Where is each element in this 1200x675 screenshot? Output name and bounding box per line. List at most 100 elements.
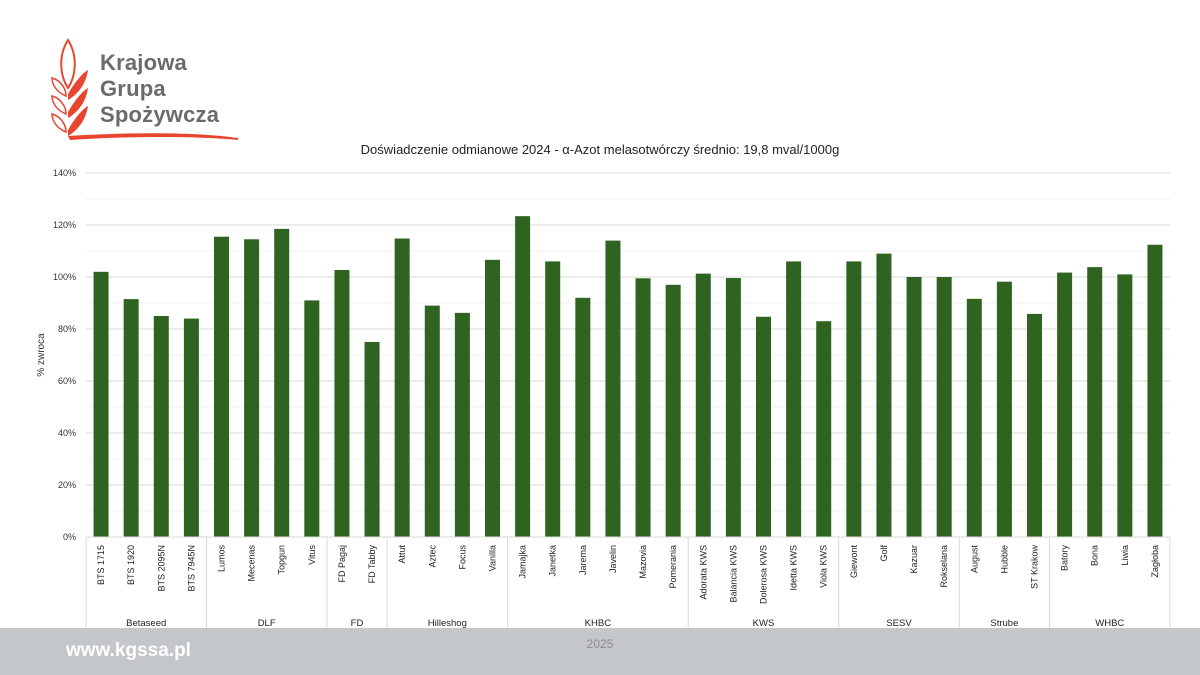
x-tick-label: August	[969, 545, 979, 574]
bar	[304, 300, 320, 537]
x-tick-label: Dolerosa KWS	[759, 545, 769, 604]
bar	[214, 236, 229, 537]
x-tick-label: Batory	[1060, 545, 1070, 572]
bar	[1117, 274, 1133, 537]
group-label: WHBC	[1095, 618, 1124, 628]
bar	[635, 278, 651, 537]
y-tick-label: 40%	[58, 428, 76, 438]
bar	[786, 261, 802, 537]
x-tick-label: Zagłoba	[1150, 545, 1160, 578]
x-tick-label: Giewont	[849, 545, 859, 579]
bar	[1057, 272, 1073, 537]
x-tick-label: Mazovia	[638, 545, 648, 579]
bar	[334, 269, 350, 537]
wheat-logo-icon	[51, 38, 238, 140]
group-label: KWS	[753, 618, 775, 628]
bar-chart: Doświadczenie odmianowe 2024 - α-Azot me…	[36, 142, 1171, 628]
chart-title: Doświadczenie odmianowe 2024 - α-Azot me…	[361, 142, 840, 157]
bar	[725, 278, 741, 537]
logo-line1: Krajowa	[100, 50, 187, 75]
x-tick-label: Janetka	[548, 545, 558, 577]
bar	[545, 261, 561, 537]
footer: www.kgssa.pl 2025	[0, 628, 1200, 675]
y-tick-label: 20%	[58, 480, 76, 490]
x-tick-label: BTS 1920	[126, 545, 136, 585]
bar	[936, 277, 952, 537]
x-tick-label: Jamajka	[518, 545, 528, 579]
bar	[394, 238, 410, 537]
x-tick-label: Adorata KWS	[698, 545, 708, 600]
bar	[695, 273, 711, 537]
group-label: SESV	[886, 618, 912, 628]
bar	[123, 299, 139, 537]
bar	[424, 305, 440, 537]
x-tick-label: Pomerania	[668, 545, 678, 589]
x-tick-label: BTS 2095N	[156, 545, 166, 592]
x-tick-label: Bona	[1090, 545, 1100, 566]
x-tick-label: Idetta KWS	[789, 545, 799, 591]
bar	[605, 240, 621, 537]
x-tick-label: Vanilla	[488, 545, 498, 571]
bar	[1027, 313, 1042, 537]
group-label: Hilleshog	[428, 618, 467, 628]
x-tick-label: Hubble	[999, 545, 1009, 574]
y-tick-label: 140%	[53, 168, 76, 178]
x-tick-label: ST Krakow	[1030, 545, 1040, 589]
website-link[interactable]: www.kgssa.pl	[66, 640, 191, 661]
x-tick-label: Attut	[397, 545, 407, 564]
bar	[575, 297, 591, 537]
x-tick-label: Rokselana	[939, 545, 949, 588]
bar	[364, 342, 380, 537]
y-tick-label: 0%	[63, 532, 76, 542]
bar	[183, 318, 199, 537]
x-tick-label: Liwia	[1120, 545, 1130, 566]
bar	[93, 271, 109, 537]
x-tick-label: Kazuar	[909, 545, 919, 574]
x-tick-label: Javelin	[608, 545, 618, 573]
x-tick-label: FD Tabby	[367, 545, 377, 584]
bar	[454, 312, 470, 537]
group-label: Strube	[990, 618, 1018, 628]
bar	[274, 228, 290, 537]
logo-line2: Grupa	[100, 76, 166, 101]
x-tick-label: Topgun	[277, 545, 287, 575]
bar	[515, 216, 531, 537]
x-tick-label: Golf	[879, 545, 889, 562]
bar	[846, 261, 862, 537]
bar	[1147, 244, 1163, 537]
x-tick-label: Jarema	[578, 545, 588, 575]
x-tick-label: Viola KWS	[819, 545, 829, 588]
group-label: KHBC	[585, 618, 612, 628]
y-tick-label: 80%	[58, 324, 76, 334]
logo-line3: Spożywcza	[100, 102, 220, 127]
bar	[966, 298, 982, 537]
x-tick-label: Balancia KWS	[728, 545, 738, 603]
bar	[153, 316, 169, 537]
x-tick-label: Aztec	[427, 545, 437, 568]
x-tick-label: Mecenas	[247, 545, 257, 582]
bar	[996, 281, 1012, 537]
x-tick-label: Focus	[457, 545, 467, 570]
bar	[1087, 267, 1103, 537]
group-label: Betaseed	[126, 618, 166, 628]
bar	[876, 253, 892, 537]
x-tick-label: BTS 1715	[96, 545, 106, 585]
bar	[756, 316, 771, 537]
x-tick-label: Lumos	[217, 545, 227, 573]
group-label: DLF	[258, 618, 276, 628]
y-axis-label: % zwroca	[36, 333, 47, 377]
group-label: FD	[351, 618, 364, 628]
y-tick-label: 100%	[53, 272, 76, 282]
bar	[485, 259, 500, 537]
year-label: 2025	[586, 637, 614, 651]
bar	[816, 321, 832, 537]
logo: Krajowa Grupa Spożywcza	[48, 36, 248, 151]
x-tick-label: BTS 7945N	[186, 545, 196, 592]
x-tick-label: FD Pagaj	[337, 545, 347, 583]
bar	[244, 239, 260, 538]
y-tick-label: 60%	[58, 376, 76, 386]
bar	[665, 284, 681, 537]
x-tick-label: Vitus	[307, 545, 317, 565]
y-tick-label: 120%	[53, 220, 76, 230]
bar	[906, 277, 922, 537]
